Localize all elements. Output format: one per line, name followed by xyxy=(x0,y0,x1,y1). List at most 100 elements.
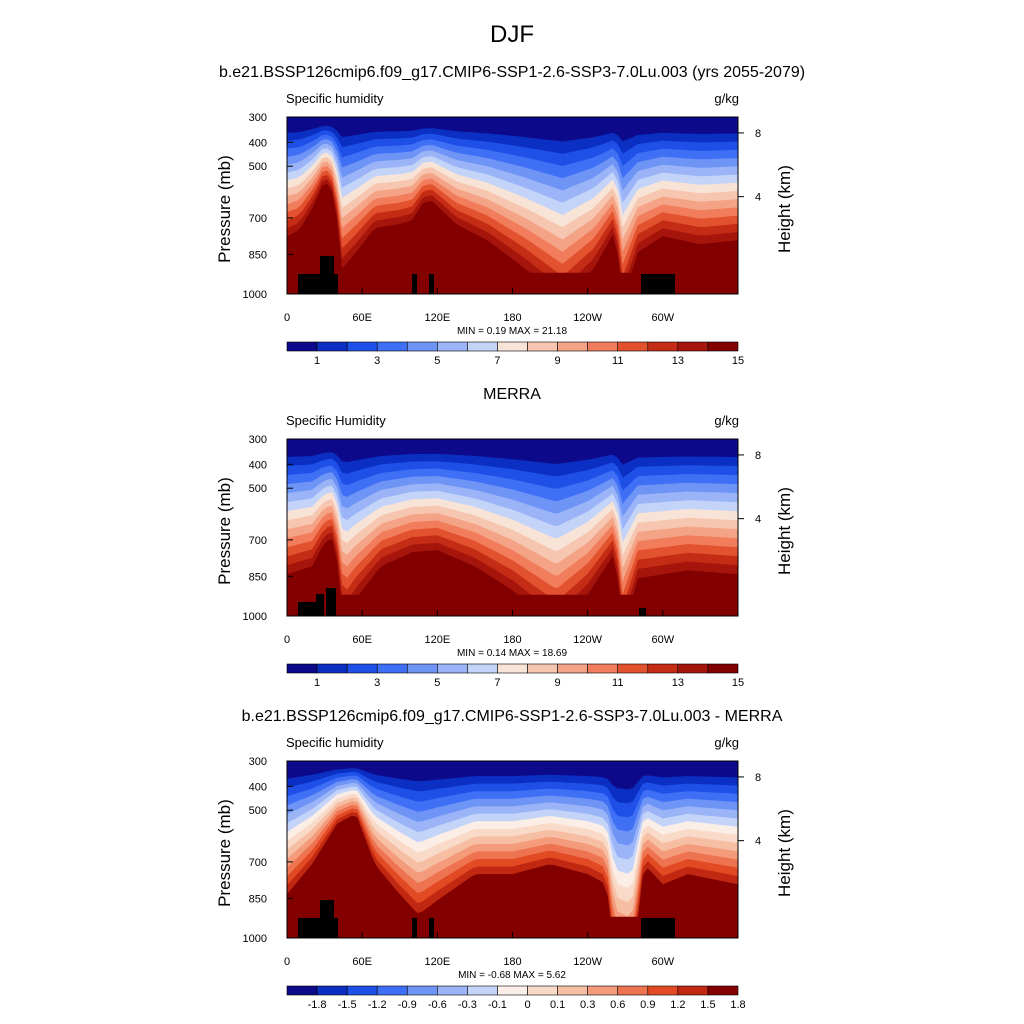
y-tick-label: 400 xyxy=(249,459,267,471)
y-tick-label: 700 xyxy=(249,213,267,225)
topography-mask xyxy=(326,588,336,616)
colorbar-swatch xyxy=(346,341,378,352)
x-tick-label: 0 xyxy=(284,956,290,968)
topography-mask xyxy=(316,594,324,616)
right-tick-label: 8 xyxy=(755,128,761,140)
topography-mask xyxy=(641,274,675,294)
units-label: g/kg xyxy=(714,413,739,428)
colorbar-swatch xyxy=(647,341,679,352)
x-tick-label: 120E xyxy=(424,956,450,968)
colorbar-swatch xyxy=(647,985,679,996)
y-tick-label: 850 xyxy=(249,571,267,583)
panel-2-title: MERRA xyxy=(483,386,541,403)
colorbar-swatch xyxy=(497,985,528,996)
topography-mask xyxy=(639,608,646,616)
colorbar-label: -0.1 xyxy=(488,999,507,1011)
x-tick-label: 60E xyxy=(352,312,372,324)
units-label: g/kg xyxy=(714,735,739,750)
right-tick-label: 8 xyxy=(755,450,761,462)
topography-mask xyxy=(412,918,417,938)
y-tick-label: 700 xyxy=(249,857,267,869)
colorbar-swatch xyxy=(647,663,679,674)
right-tick-label: 4 xyxy=(755,514,761,526)
colorbar-swatch xyxy=(527,985,558,996)
contour-band xyxy=(287,815,738,938)
x-tick-label: 120E xyxy=(424,634,450,646)
min-max-stats: MIN = -0.68 MAX = 5.62 xyxy=(458,970,566,981)
right-tick-label: 8 xyxy=(755,772,761,784)
min-max-stats: MIN = 0.14 MAX = 18.69 xyxy=(457,648,567,659)
filled-contours xyxy=(287,439,738,616)
panel-3-title: b.e21.BSSP126cmip6.f09_g17.CMIP6-SSP1-2.… xyxy=(241,708,783,725)
colorbar-swatch xyxy=(707,663,739,674)
colorbar-label: 1.8 xyxy=(730,999,745,1011)
contour-surface-band xyxy=(287,272,738,294)
x-tick-label: 0 xyxy=(284,312,290,324)
colorbar-label: 1 xyxy=(314,677,320,689)
colorbar-swatch xyxy=(346,663,378,674)
colorbar-swatch xyxy=(376,985,408,996)
colorbar-label: 11 xyxy=(612,677,623,689)
right-axis-label: Height (km) xyxy=(775,809,794,897)
x-tick-label: 60W xyxy=(652,634,675,646)
right-tick-label: 4 xyxy=(755,192,761,204)
y-axis-label: Pressure (mb) xyxy=(215,799,234,907)
contour-surface-band xyxy=(287,916,738,938)
variable-label: Specific humidity xyxy=(286,735,384,750)
y-tick-label: 300 xyxy=(249,112,267,124)
colorbar xyxy=(286,663,739,674)
contour-band xyxy=(287,183,738,294)
y-tick-label: 300 xyxy=(249,434,267,446)
colorbar-label: 7 xyxy=(494,355,500,367)
plot-panel-2 xyxy=(286,438,744,674)
x-tick-label: 180 xyxy=(503,956,521,968)
topography-mask xyxy=(641,918,675,938)
colorbar-label: -1.5 xyxy=(338,999,357,1011)
x-tick-label: 120W xyxy=(573,956,602,968)
colorbar-swatch xyxy=(406,985,438,996)
colorbar-swatch xyxy=(587,341,619,352)
min-max-stats: MIN = 0.19 MAX = 21.18 xyxy=(457,326,567,337)
contour-surface-band xyxy=(287,594,738,616)
x-tick-label: 60W xyxy=(652,956,675,968)
colorbar-swatch xyxy=(587,663,619,674)
x-tick-label: 60E xyxy=(352,956,372,968)
colorbar-label: 13 xyxy=(672,677,684,689)
colorbar-label: 15 xyxy=(732,355,744,367)
colorbar-swatch xyxy=(707,341,739,352)
topography-mask xyxy=(429,918,434,938)
variable-label: Specific Humidity xyxy=(286,413,386,428)
panel-1-title: b.e21.BSSP126cmip6.f09_g17.CMIP6-SSP1-2.… xyxy=(218,64,806,81)
colorbar-label: 1 xyxy=(314,355,320,367)
right-axis-label: Height (km) xyxy=(775,487,794,575)
colorbar xyxy=(286,341,739,352)
x-tick-label: 180 xyxy=(503,312,521,324)
y-tick-label: 1000 xyxy=(243,933,267,945)
colorbar-swatch xyxy=(497,341,528,352)
y-tick-label: 500 xyxy=(249,483,267,495)
colorbar-label: -1.8 xyxy=(308,999,327,1011)
x-tick-label: 120W xyxy=(573,312,602,324)
colorbar-label: 13 xyxy=(672,355,684,367)
plot-panel-3 xyxy=(286,760,744,996)
colorbar-label: 11 xyxy=(612,355,623,367)
colorbar-label: 0.6 xyxy=(610,999,625,1011)
y-tick-label: 400 xyxy=(249,781,267,793)
colorbar-swatch xyxy=(406,663,438,674)
colorbar-label: 5 xyxy=(434,355,440,367)
colorbar-label: 3 xyxy=(374,355,380,367)
y-tick-label: 500 xyxy=(249,805,267,817)
topography-mask xyxy=(320,256,334,294)
x-tick-label: 60W xyxy=(652,312,675,324)
colorbar-swatch xyxy=(437,341,468,352)
colorbar-swatch xyxy=(467,985,498,996)
colorbar-swatch xyxy=(557,985,588,996)
colorbar-swatch xyxy=(527,341,558,352)
colorbar-swatch xyxy=(677,663,709,674)
colorbar-swatch xyxy=(617,341,649,352)
colorbar-swatch xyxy=(286,985,318,996)
right-tick-label: 4 xyxy=(755,836,761,848)
y-tick-label: 400 xyxy=(249,137,267,149)
plot-panel-1 xyxy=(286,116,744,352)
